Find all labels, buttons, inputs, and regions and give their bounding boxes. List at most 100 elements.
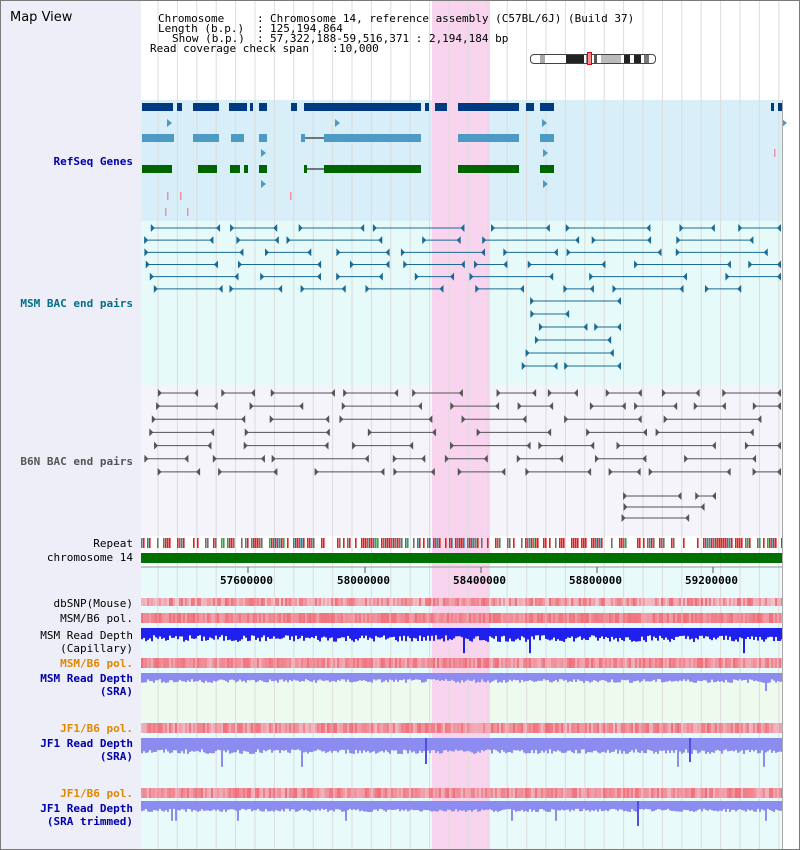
read-depth-bar [439,738,441,754]
read-depth-bar [507,801,509,810]
read-depth-bar [751,738,753,750]
gene-exon [425,103,429,111]
read-depth-bar [693,738,695,750]
repeat-element [399,538,401,548]
track-label-jf1-b6-pol-2[interactable]: JF1/B6 pol. [60,787,133,800]
gene-arrow [543,149,548,157]
polymorphism-cell [737,788,739,798]
track-label-b6n-bac[interactable]: B6N BAC end pairs [20,455,133,468]
read-depth-bar [531,801,533,812]
polymorphism-cell [771,658,773,668]
polymorphism-cell [775,658,777,668]
track-label-repeat[interactable]: Repeat [93,537,133,550]
polymorphism-cell [311,788,313,798]
track-label-refseq[interactable]: RefSeq Genes [53,155,133,168]
b6n-bac-pair-end [726,467,731,476]
read-depth-bar [225,801,227,812]
read-depth-bar [627,673,629,680]
polymorphism-cell [191,613,193,623]
polymorphism-cell [479,598,481,606]
track-label-msm-b6-pol-1[interactable]: MSM/B6 pol. [60,612,133,625]
polymorphism-cell [439,658,441,668]
polymorphism-cell [313,788,315,798]
msm-bac-pair-end [617,323,621,331]
b6n-bac-pair-end [243,441,248,450]
b6n-bac-pair-end [636,467,641,476]
read-depth-bar [649,801,651,810]
read-depth-bar [581,801,583,812]
polymorphism-cell [737,723,739,733]
polymorphism-cell [633,598,635,606]
polymorphism-cell [155,613,157,623]
track-label-msm-bac[interactable]: MSM BAC end pairs [20,297,133,310]
chromosome-ideogram[interactable] [530,54,656,64]
msm-bac-pair-end [460,260,465,269]
repeat-element [343,538,345,548]
polymorphism-cell [303,788,305,798]
msm-bac-pair-end [565,310,570,318]
polymorphism-cell [325,788,327,798]
polymorphism-cell [395,613,397,623]
track-label-chromosome[interactable]: chromosome 14 [46,551,133,564]
polymorphism-cell [527,723,529,733]
polymorphism-cell [765,658,767,668]
repeat-element [337,538,339,548]
polymorphism-cell [635,723,637,733]
track-label-dbsnp[interactable]: dbSNP(Mouse) [53,597,133,610]
chromosome-value: Chromosome 14, reference assembly (C57BL… [270,12,635,25]
read-depth-bar [281,801,283,810]
track-label-msm-b6-pol-2[interactable]: MSM/B6 pol. [60,657,133,670]
polymorphism-cell [221,598,223,606]
read-depth-bar [197,738,199,751]
polymorphism-cell [189,658,191,668]
polymorphism-cell [713,658,715,668]
b6n-bac-pair-end [522,415,527,424]
polymorphism-cell [357,598,359,606]
b6n-bac-pair-end [450,441,455,450]
polymorphism-cell [373,658,375,668]
track-label-msm-depth-capillary-sub: (Capillary) [60,642,133,655]
polymorphism-cell [725,788,727,798]
track-label-msm-depth-sra[interactable]: MSM Read Depth [40,672,133,685]
read-depth-bar [161,738,163,750]
read-depth-bar [337,801,339,810]
polymorphism-cell [665,598,667,606]
read-depth-bar [433,801,435,812]
polymorphism-cell [395,598,397,606]
read-depth-bar [593,673,595,681]
read-depth-bar [439,801,441,810]
read-depth-bar [697,673,699,681]
repeat-element [561,538,563,548]
polymorphism-cell [767,658,769,668]
read-depth-bar [229,801,231,810]
track-label-jf1-depth-trimmed[interactable]: JF1 Read Depth [40,802,133,815]
read-depth-bar [717,738,719,750]
track-label-msm-depth-capillary[interactable]: MSM Read Depth [40,629,133,642]
msm-bac-pair-end [234,272,239,281]
polymorphism-cell [525,788,527,798]
polymorphism-cell [771,788,773,798]
track-label-jf1-depth-sra[interactable]: JF1 Read Depth [40,737,133,750]
read-depth-bar [479,738,481,753]
read-depth-bar [305,628,307,638]
read-depth-bar [411,738,413,753]
msm-bac-pair-end [617,297,621,305]
read-depth-bar [629,801,631,812]
read-depth-bar [501,673,503,683]
read-depth-bar [697,628,699,640]
polymorphism-cell [253,788,255,798]
polymorphism-cell [779,598,781,606]
track-label-jf1-b6-pol-1[interactable]: JF1/B6 pol. [60,722,133,735]
read-depth-bar [577,801,579,809]
polymorphism-cell [421,658,423,668]
read-depth-bar [687,628,689,637]
read-depth-bar [271,801,273,811]
read-depth-bar [277,628,279,639]
polymorphism-cell [553,613,555,623]
polymorphism-cell [577,613,579,623]
polymorphism-cell [449,788,451,798]
polymorphism-cell [677,658,679,668]
polymorphism-cell [659,658,661,668]
polymorphism-cell [701,723,703,733]
